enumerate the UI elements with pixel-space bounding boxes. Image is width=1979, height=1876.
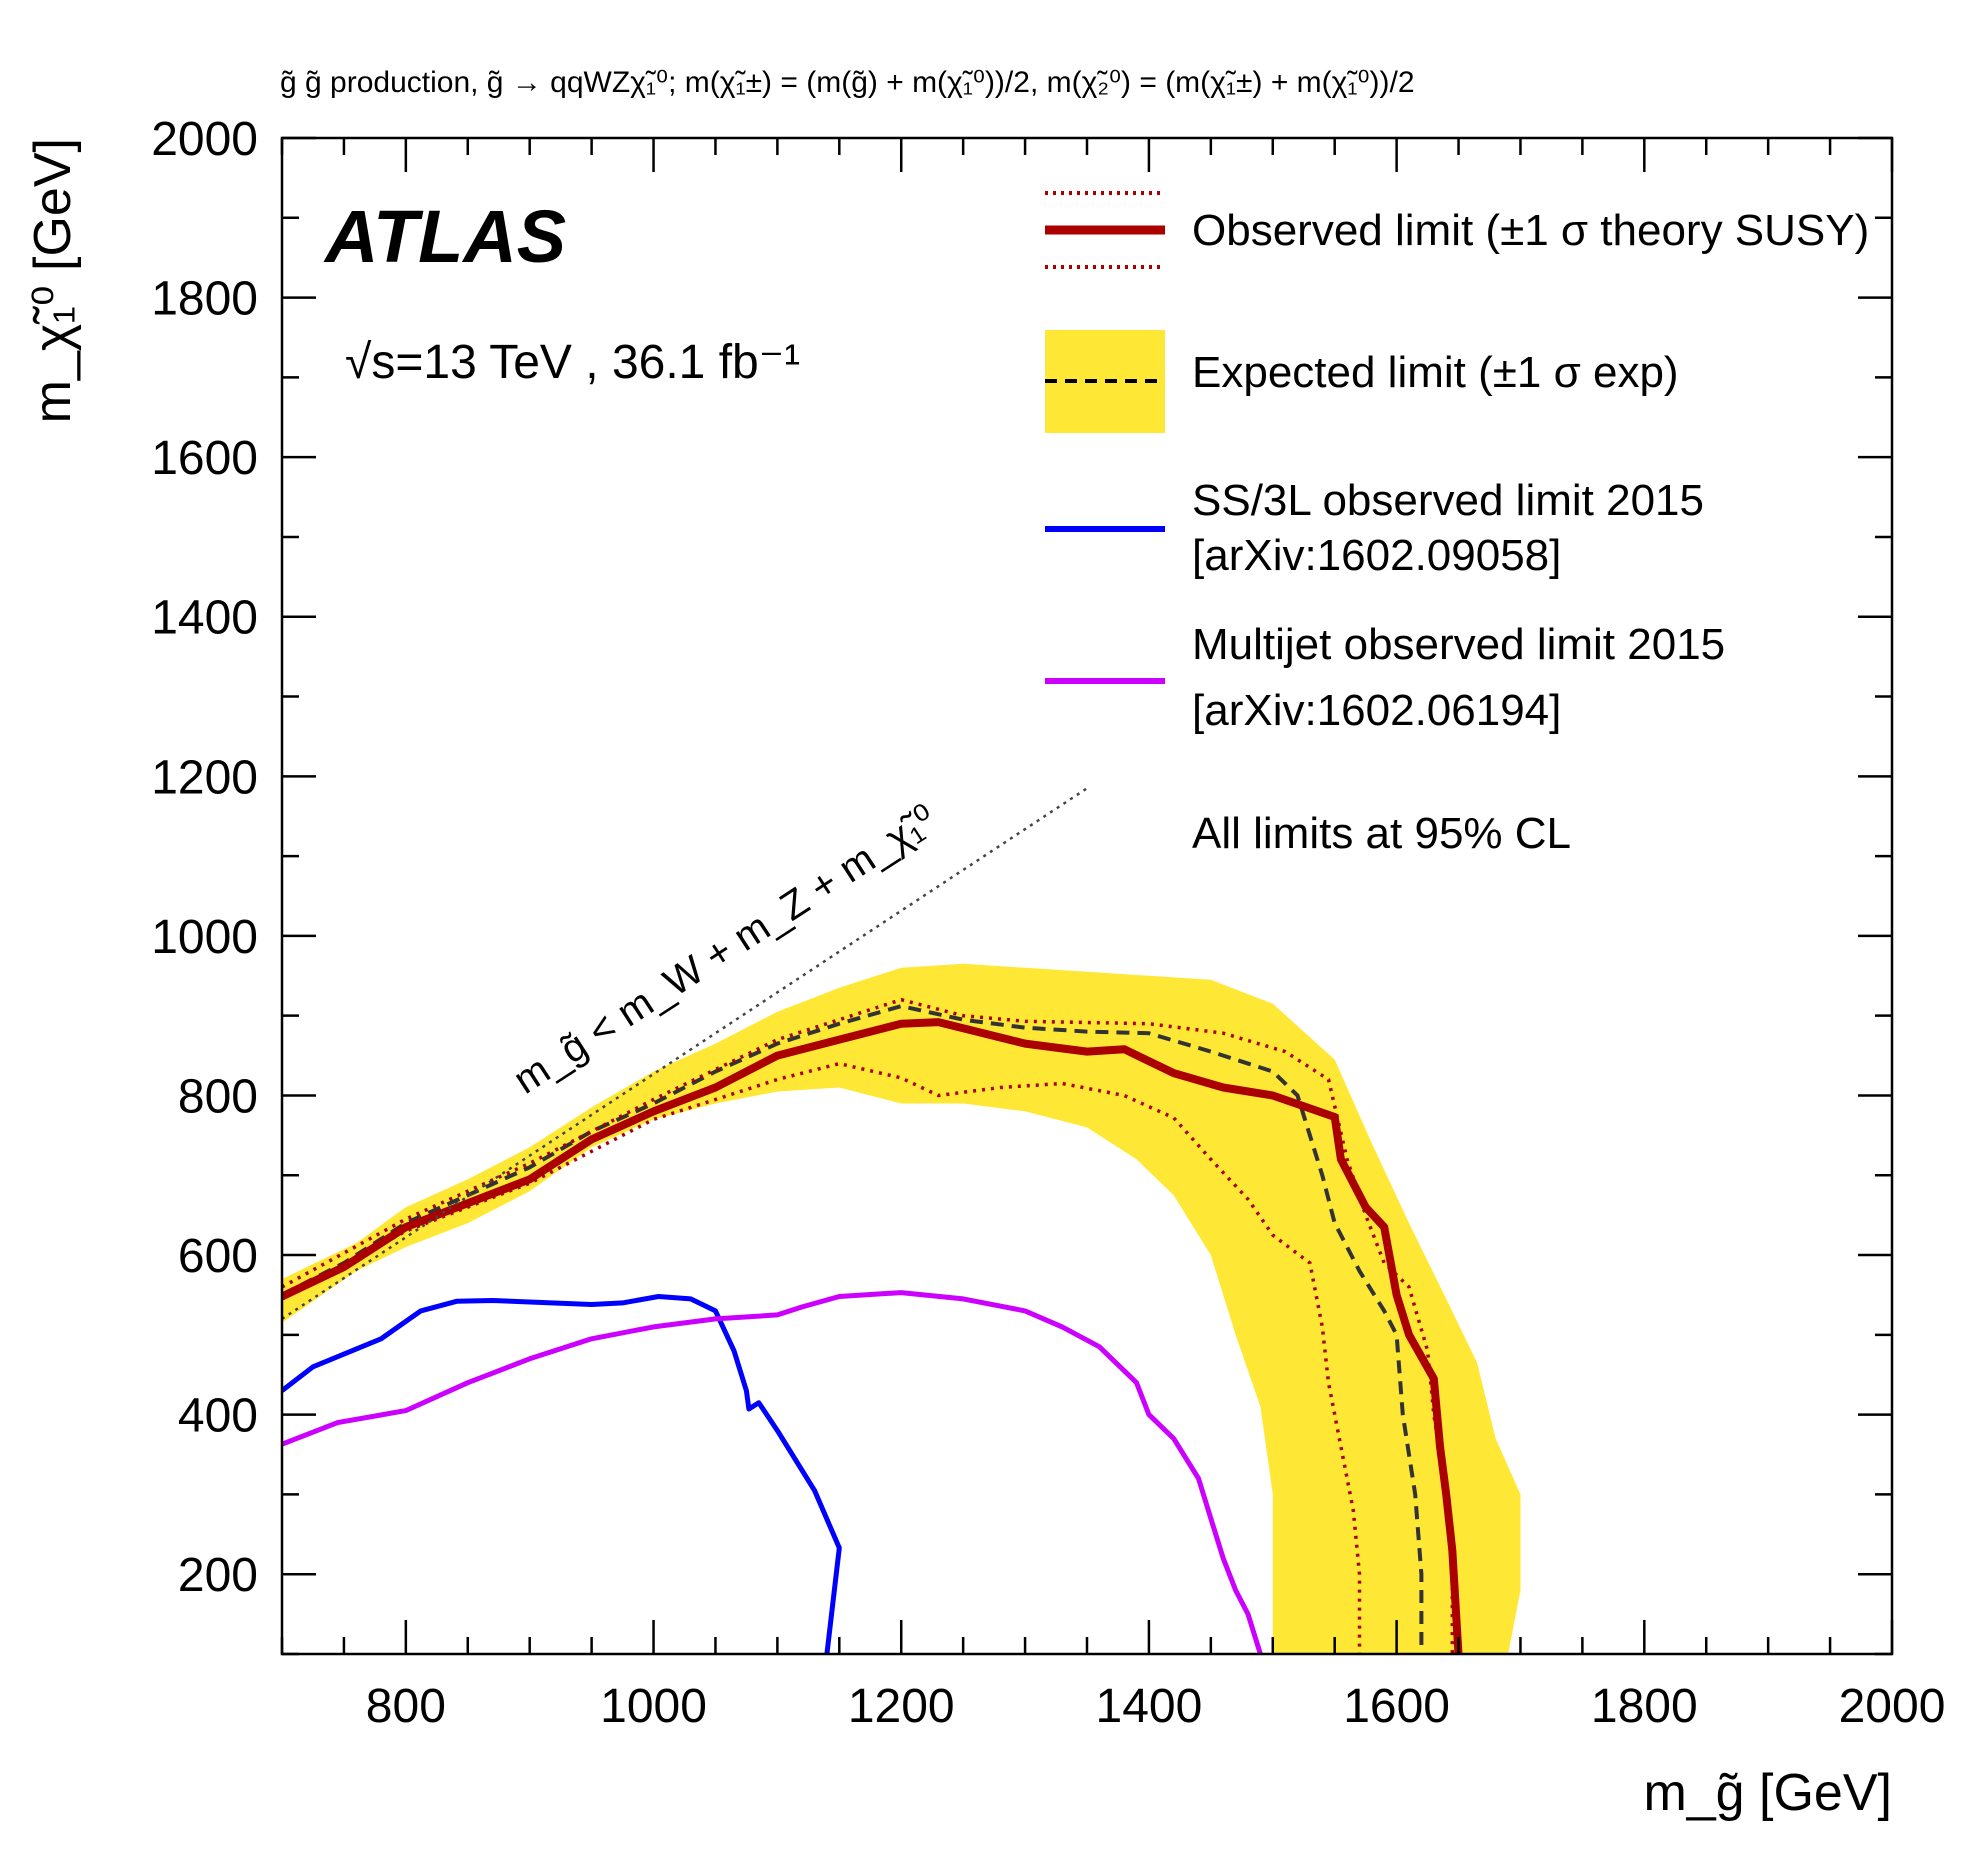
legend-expected-label: Expected limit (±1 σ exp) [1192,348,1679,397]
y-tick-label: 1600 [151,432,258,485]
y-tick-label: 400 [178,1390,258,1443]
curves-group [282,787,1521,1654]
series-multijet-observed-limit-2015 [282,1290,1263,1654]
energy-lumi-label: √s=13 TeV , 36.1 fb⁻¹ [345,336,800,389]
y-tick-label: 1800 [151,273,258,326]
legend-multijet-ref: [arXiv:1602.06194] [1192,686,1561,735]
atlas-label: ATLAS [323,195,566,278]
x-tick-label: 800 [366,1680,446,1733]
x-tick-label: 1200 [848,1680,955,1733]
y-tick-label: 800 [178,1070,258,1123]
x-tick-label: 1800 [1591,1680,1698,1733]
series-expected-band [282,963,1521,1654]
y-tick-label: 1000 [151,911,258,964]
y-tick-label: 2000 [151,113,258,166]
x-axis-title: m_g̃ [GeV] [1643,1764,1892,1822]
x-tick-label: 1600 [1343,1680,1450,1733]
y-tick-label: 200 [178,1549,258,1602]
y-axis-title: m_χ̃₁⁰ [GeV] [24,138,82,423]
legend-observed-label: Observed limit (±1 σ theory SUSY) [1192,206,1869,255]
series-observed-limit [282,1018,1463,1654]
legend-cl-note: All limits at 95% CL [1192,809,1571,858]
x-tick-label: 1400 [1096,1680,1203,1733]
y-tick-label: 1400 [151,592,258,645]
x-tick-label: 2000 [1839,1680,1946,1733]
legend-multijet-label: Multijet observed limit 2015 [1192,620,1725,669]
x-tick-label: 1000 [600,1680,707,1733]
legend-ss3l-ref: [arXiv:1602.09058] [1192,531,1561,580]
axis-ticks: 800 1000 1200 1400 1600 1800 2000 200 400 600 800 1… [151,113,1945,1733]
chart-title: g̃ g̃ production, g̃ → qqWZχ̃₁⁰; m(χ̃₁±)… [280,66,1415,99]
legend: Observed limit (±1 σ theory SUSY) Expect… [1045,191,1869,858]
series-ss-3l-observed-limit-2015 [282,1294,842,1654]
y-tick-label: 1200 [151,751,258,804]
series-kinematic-limit [282,787,1088,1320]
y-tick-label: 600 [178,1230,258,1283]
legend-ss3l-label: SS/3L observed limit 2015 [1192,476,1704,525]
series-expected-limit [282,1004,1424,1654]
series-observed-1-theory [282,1061,1362,1654]
